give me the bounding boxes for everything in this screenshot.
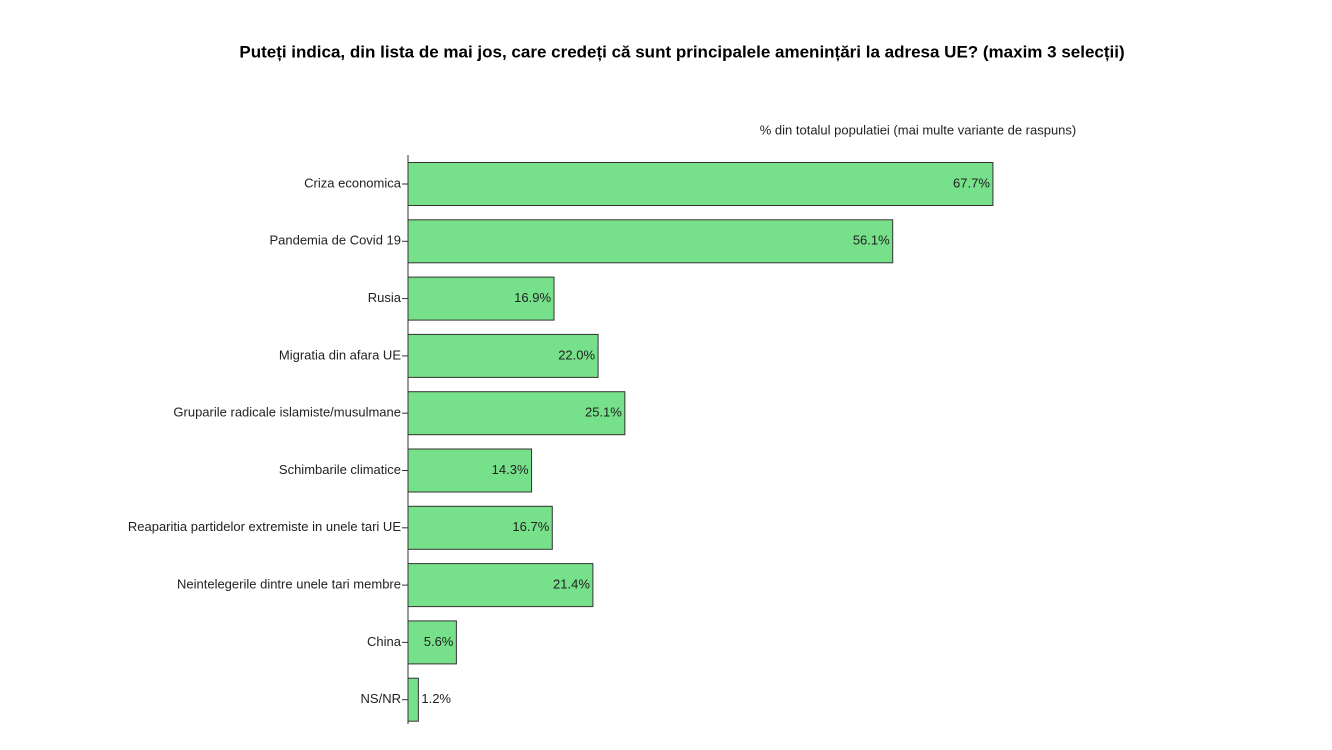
category-label: NS/NR [361,691,401,706]
category-label: Rusia [368,290,402,305]
bar [407,620,457,665]
chart-title: Puteți indica, din lista de mai jos, car… [239,42,1124,61]
bar [407,563,594,608]
value-label: 56.1% [853,233,890,248]
category-label: Criza economica [304,175,402,190]
bar [407,391,626,436]
category-label: Reaparitia partidelor extremiste in unel… [128,519,401,534]
value-label: 14.3% [492,462,529,477]
bar [407,505,553,550]
bar [407,448,533,493]
bar [407,333,599,378]
bar [407,677,419,722]
category-label: Schimbarile climatice [279,462,401,477]
value-label: 1.2% [421,691,451,706]
bar [407,276,555,321]
value-label: 22.0% [558,347,595,362]
category-label: Neintelegerile dintre unele tari membre [177,577,401,592]
value-label: 5.6% [424,634,454,649]
value-label: 16.7% [512,519,549,534]
value-label: 67.7% [953,175,990,190]
value-label: 16.9% [514,290,551,305]
value-label: 21.4% [553,577,590,592]
value-label: 25.1% [585,405,622,420]
bar [407,219,894,264]
category-label: Pandemia de Covid 19 [269,233,401,248]
chart-subtitle: % din totalul populatiei (mai multe vari… [760,122,1077,137]
bar [407,162,994,206]
category-label: China [367,634,402,649]
category-label: Migratia din afara UE [279,347,401,362]
category-label: Gruparile radicale islamiste/musulmane [173,405,401,420]
